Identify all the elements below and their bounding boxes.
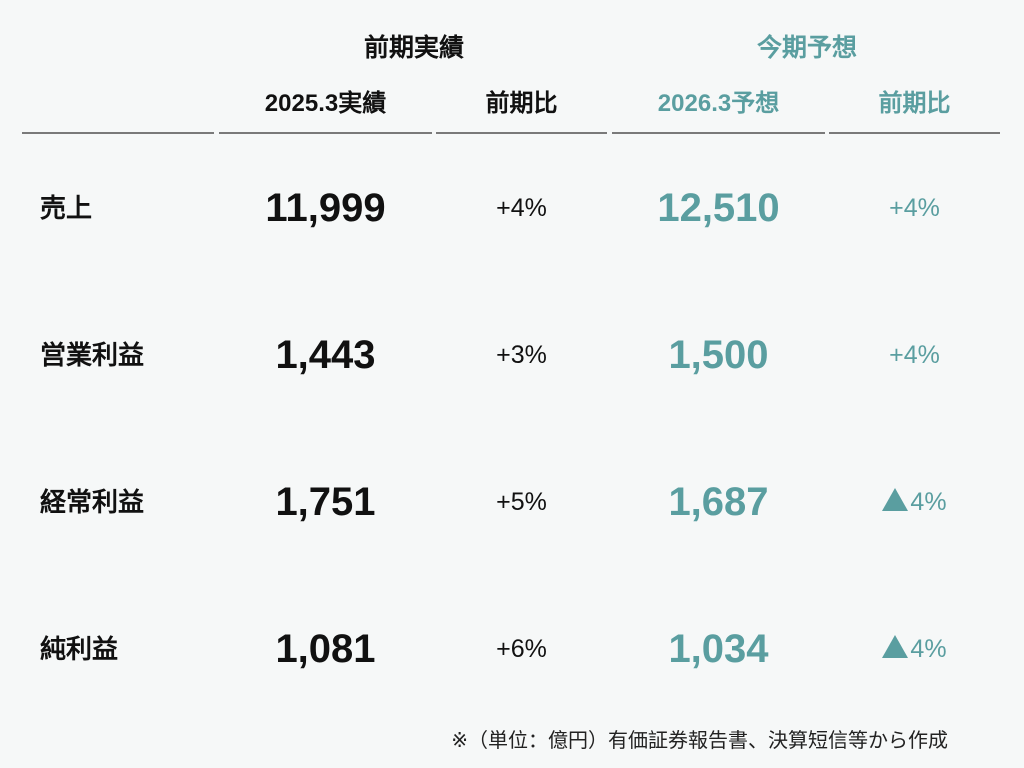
forecast-yoy: +4% bbox=[889, 194, 940, 222]
header-divider bbox=[22, 132, 214, 134]
forecast-value: 1,500 bbox=[668, 333, 769, 377]
forecast-yoy: +4% bbox=[889, 341, 940, 369]
table-row: 営業利益 1,443 +3% 1,500 +4% bbox=[0, 325, 1024, 385]
forecast-yoy: 4% bbox=[910, 488, 947, 516]
forecast-value: 1,687 bbox=[668, 480, 769, 524]
group-header-forecast: 今期予想 bbox=[756, 34, 857, 62]
actual-value: 1,751 bbox=[275, 480, 376, 524]
actual-value: 1,443 bbox=[275, 333, 376, 377]
actual-yoy: +6% bbox=[496, 635, 547, 663]
column-header-actual-yoy: 前期比 bbox=[485, 90, 558, 117]
header-divider bbox=[829, 132, 1000, 134]
table-row: 経常利益 1,751 +5% 1,687 4% bbox=[0, 472, 1024, 532]
header-divider bbox=[219, 132, 432, 134]
decrease-triangle-icon bbox=[882, 635, 909, 658]
decrease-triangle-icon bbox=[882, 488, 909, 511]
header-divider bbox=[612, 132, 825, 134]
column-header-forecast: 2026.3予想 bbox=[657, 90, 780, 117]
column-header-forecast-yoy: 前期比 bbox=[878, 90, 951, 117]
actual-yoy: +5% bbox=[496, 488, 547, 516]
actual-yoy: +3% bbox=[496, 341, 547, 369]
table-row: 売上 11,999 +4% 12,510 +4% bbox=[0, 178, 1024, 238]
row-label: 経常利益 bbox=[40, 487, 145, 517]
actual-yoy: +4% bbox=[496, 194, 547, 222]
table-row: 純利益 1,081 +6% 1,034 4% bbox=[0, 619, 1024, 679]
forecast-value: 1,034 bbox=[668, 627, 769, 671]
actual-value: 11,999 bbox=[265, 186, 386, 230]
group-header-actual: 前期実績 bbox=[363, 34, 464, 62]
header-divider bbox=[436, 132, 607, 134]
row-label: 売上 bbox=[40, 193, 93, 223]
forecast-yoy-cell: 4% bbox=[829, 619, 1000, 679]
row-label: 営業利益 bbox=[40, 340, 145, 370]
forecast-yoy: 4% bbox=[910, 635, 947, 663]
forecast-yoy-cell: 4% bbox=[829, 472, 1000, 532]
column-header-actual: 2025.3実績 bbox=[264, 90, 387, 117]
row-label: 純利益 bbox=[40, 634, 119, 664]
forecast-value: 12,510 bbox=[657, 186, 780, 230]
footnote: ※（単位：億円）有価証券報告書、決算短信等から作成 bbox=[451, 730, 948, 752]
actual-value: 1,081 bbox=[275, 627, 376, 671]
